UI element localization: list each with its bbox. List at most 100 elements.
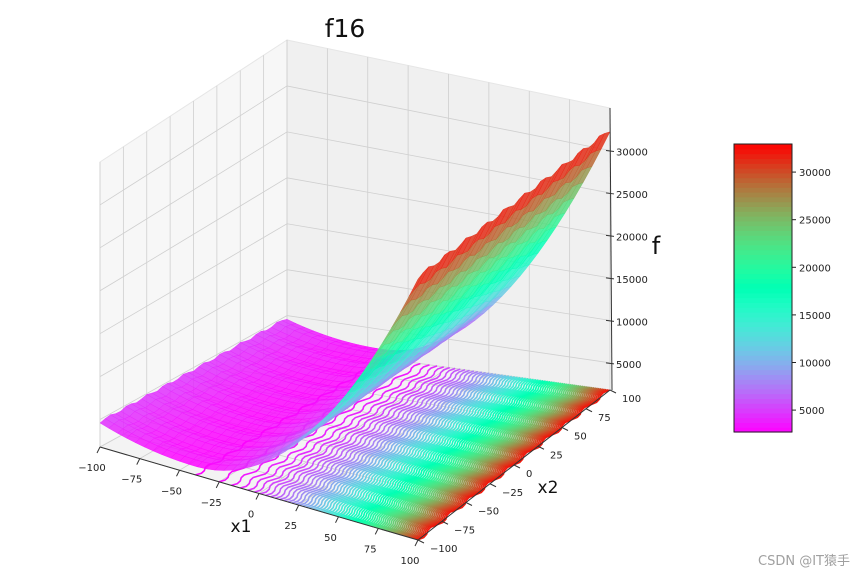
colorbar-segment [734, 283, 792, 289]
floor-contour [377, 383, 570, 530]
floor-contour [318, 375, 510, 512]
colorbar-segment [734, 350, 792, 356]
x2-tick-label: 25 [550, 450, 563, 461]
x2-tick-label: 75 [598, 413, 611, 424]
x1-tick-label: −75 [121, 475, 142, 486]
floor-contour [385, 384, 578, 532]
x2-tick-label: 0 [526, 469, 532, 480]
floor-contour [412, 388, 605, 540]
x1-tick-label: 50 [324, 533, 337, 544]
colorbar-segment [734, 422, 792, 428]
colorbar-segment [734, 259, 792, 265]
colorbar-segment [734, 292, 792, 299]
x2-tick [585, 408, 593, 413]
floor-contour [413, 388, 607, 540]
floor-contour [351, 379, 544, 522]
colorbar-segment [734, 340, 792, 347]
floor-contour [337, 377, 529, 518]
colorbar-segment [734, 302, 792, 308]
z-axis-label: f [652, 232, 661, 260]
colorbar-segment [734, 412, 792, 419]
floor-contour [354, 380, 546, 523]
colorbar-segment [734, 206, 792, 212]
colorbar-segment [734, 326, 792, 332]
colorbar-segment [734, 220, 792, 227]
floor-contour [369, 382, 562, 527]
z-tick [605, 192, 615, 195]
chart-title: f16 [324, 14, 366, 43]
x1-tick-label: 100 [400, 556, 419, 567]
x1-tick-label: 0 [248, 510, 254, 521]
floor-contour [342, 378, 534, 519]
floor-contour [270, 368, 461, 498]
floor-contour [381, 384, 574, 531]
x1-tick-label: −100 [78, 463, 105, 474]
colorbar-segment [734, 336, 792, 342]
floor-contour [295, 371, 486, 505]
colorbar-segment [734, 345, 792, 351]
floor-contour [247, 365, 438, 491]
floor-contour [393, 385, 586, 534]
floor-contour [344, 378, 537, 520]
floor-contour [315, 374, 507, 511]
colorbar-segment [734, 268, 792, 275]
colorbar-segment [734, 177, 792, 183]
colorbar-segment [734, 211, 792, 217]
colorbar-segment [734, 244, 792, 251]
x2-tick [609, 389, 617, 394]
x1-tick-label: −25 [201, 498, 222, 509]
x1-tick [335, 516, 339, 523]
colorbar-segment [734, 163, 792, 169]
colorbar-tick-label: 30000 [799, 168, 831, 179]
colorbar-segment [734, 403, 792, 409]
x2-tick [513, 464, 521, 469]
x1-tick [374, 528, 379, 535]
colorbar-segment [734, 355, 792, 361]
colorbar-tick-label: 10000 [799, 358, 831, 369]
floor-contour [410, 388, 604, 539]
floor-contour [347, 379, 539, 521]
colorbar-tick-label: 5000 [799, 406, 824, 417]
colorbar-segment [734, 225, 792, 231]
colorbar-segment [734, 393, 792, 399]
floor-contour [365, 381, 558, 526]
floor-contour [407, 387, 600, 538]
x2-tick [489, 483, 497, 488]
colorbar-segment [734, 278, 792, 284]
floor-contour [291, 371, 483, 504]
x2-tick-label: −75 [454, 525, 475, 536]
colorbar-segment [734, 240, 792, 246]
floor-contour [254, 366, 445, 493]
x2-tick [417, 539, 425, 544]
floor-contour [302, 372, 494, 508]
colorbar-segment [734, 427, 792, 433]
colorbar-segment [734, 307, 792, 313]
z-axis-line [609, 107, 613, 391]
colorbar-segment [734, 360, 792, 366]
colorbar-segment [734, 196, 792, 203]
z-tick [605, 277, 615, 280]
floor-contour [402, 387, 595, 537]
floor-contour [371, 382, 564, 528]
z-tick [605, 234, 615, 237]
surface-patch [408, 272, 424, 297]
colorbar-segment [734, 201, 792, 207]
z-tick [605, 149, 615, 152]
colorbar-segment [734, 172, 792, 179]
colorbar-segment [734, 379, 792, 385]
colorbar-segment [734, 187, 792, 193]
colorbar-segment [734, 369, 792, 375]
z-tick-label: 15000 [616, 275, 648, 286]
z-tick [605, 362, 615, 365]
x2-axis-label: x2 [538, 478, 559, 498]
colorbar-tick-label: 15000 [799, 311, 831, 322]
colorbar-segment [734, 408, 792, 414]
floor-contour [358, 380, 551, 524]
x1-tick [96, 446, 101, 454]
floor-contour [298, 372, 490, 506]
colorbar-segment [734, 235, 792, 241]
x2-tick [441, 520, 449, 525]
floor-contour [323, 375, 515, 514]
floor-contour [305, 373, 497, 508]
